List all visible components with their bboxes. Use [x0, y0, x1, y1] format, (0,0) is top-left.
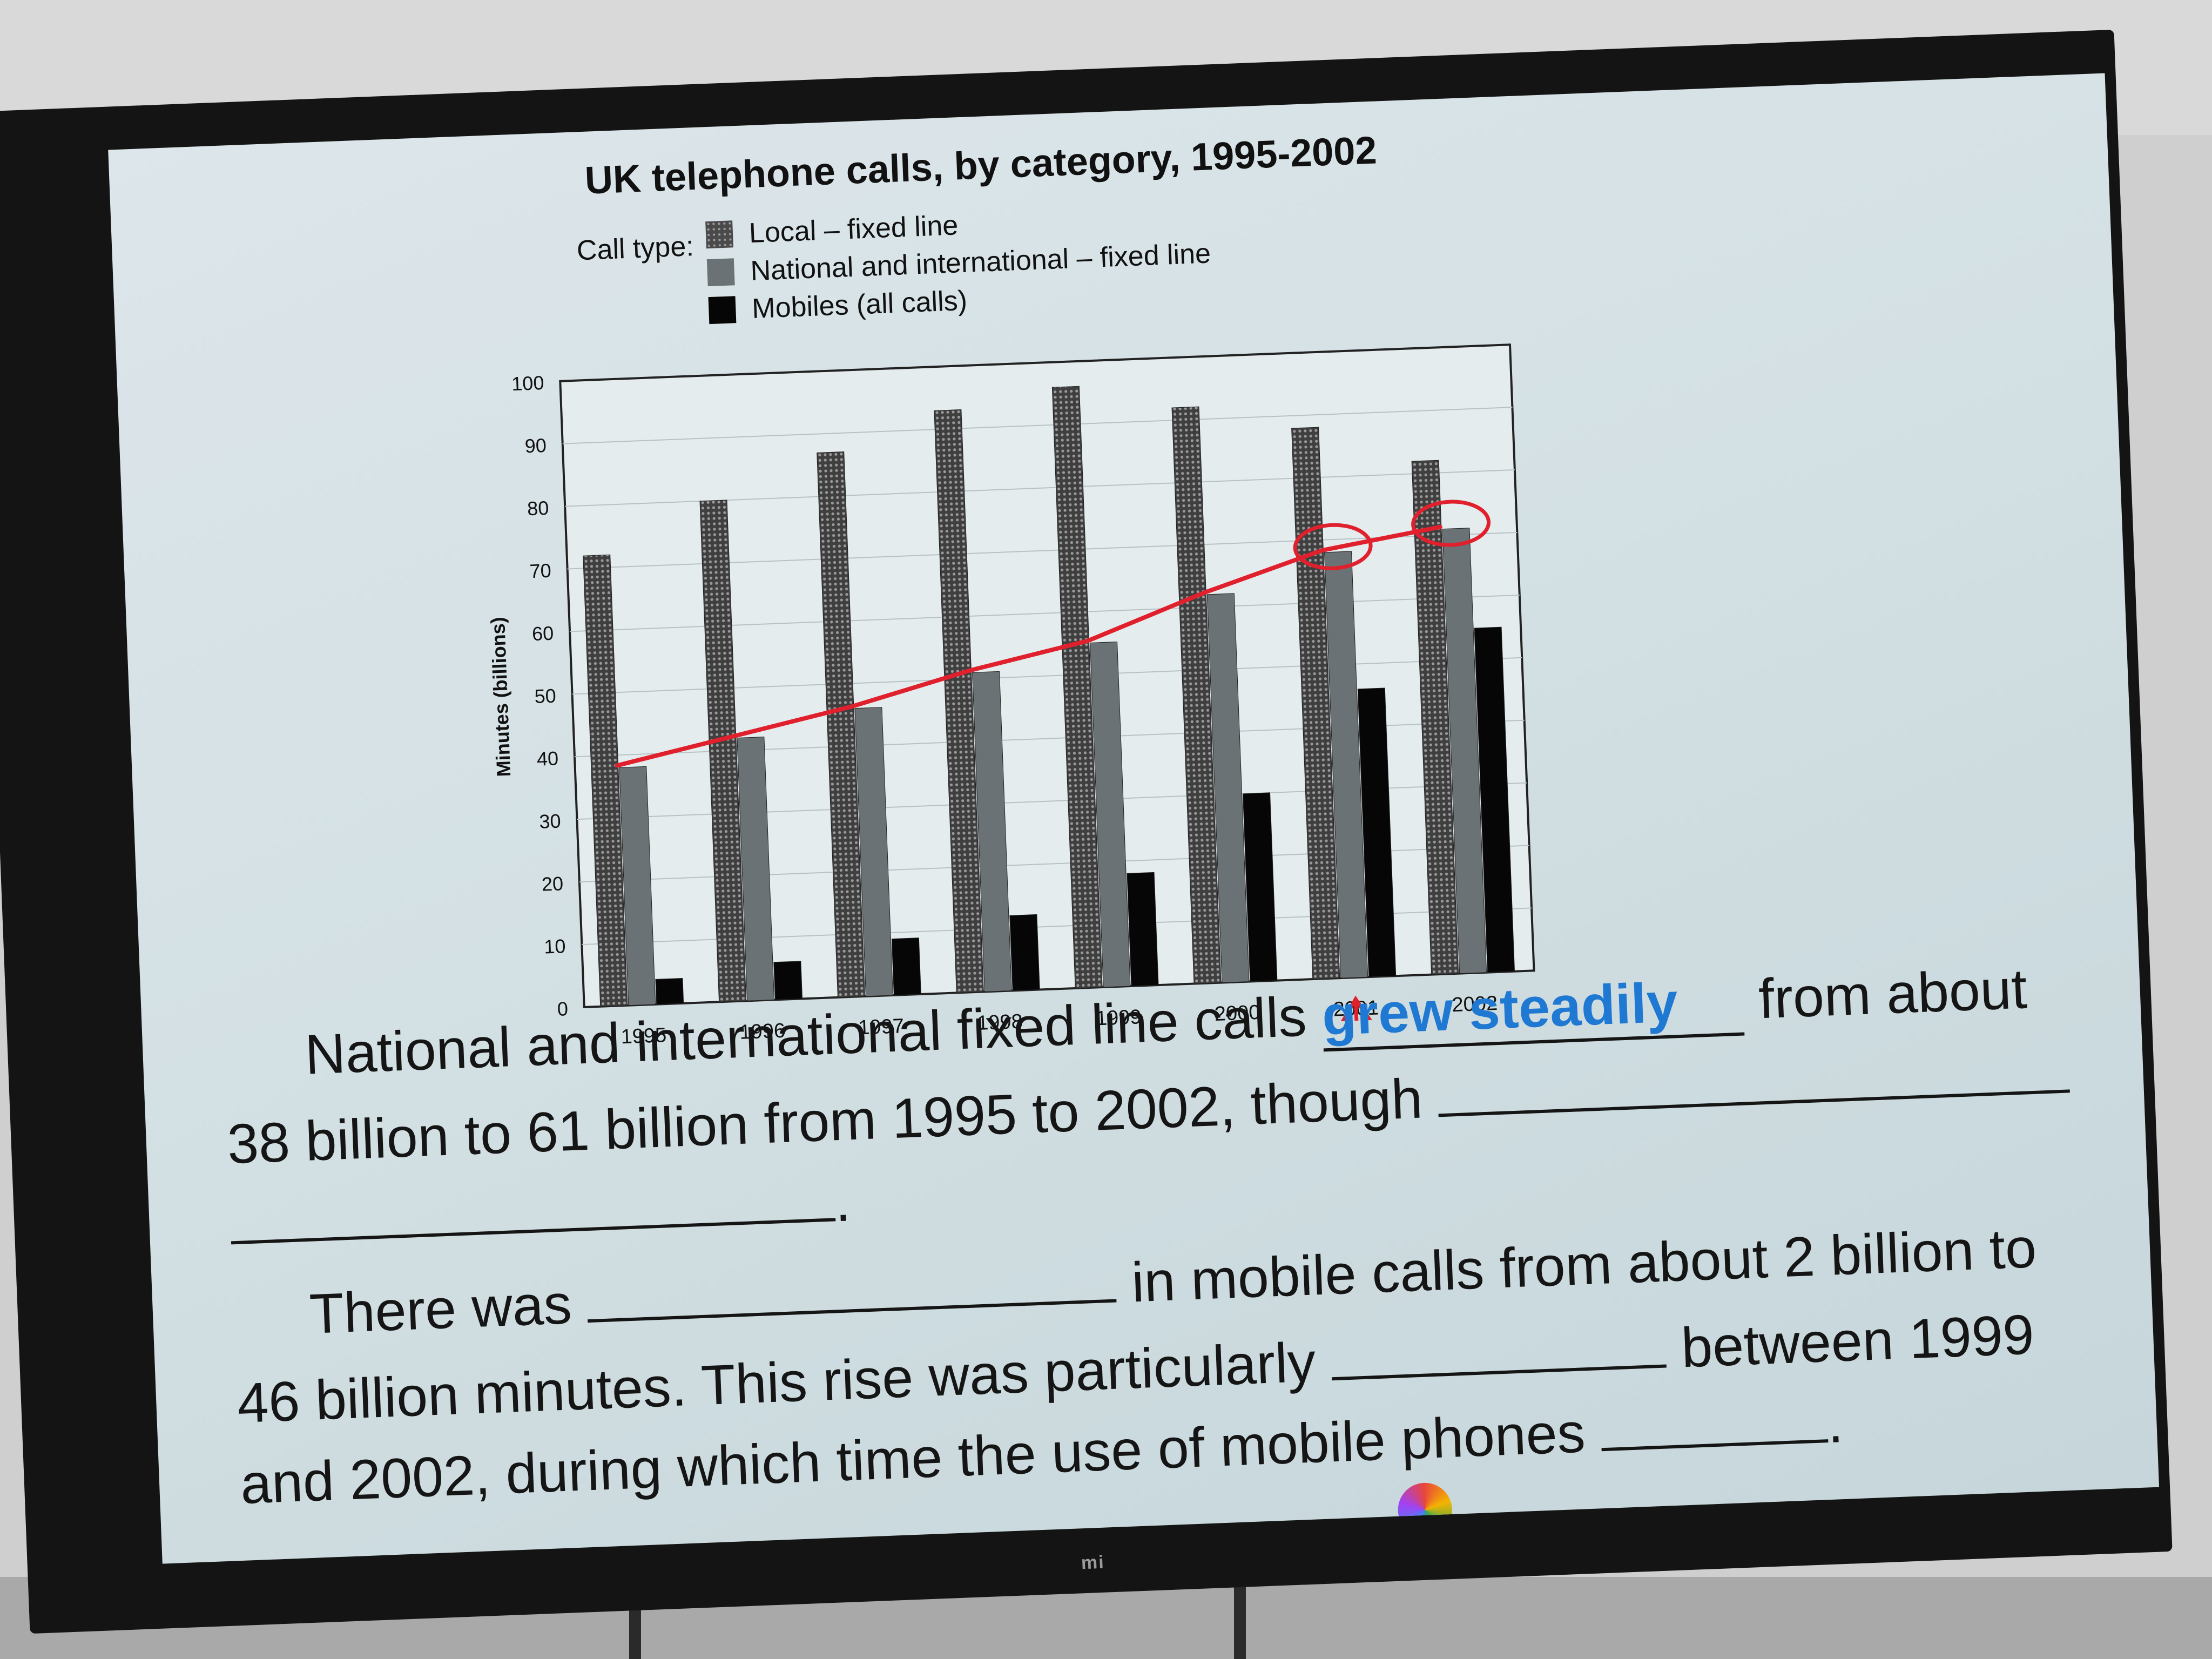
blank-1-answer: grew steadily: [1320, 971, 1679, 1048]
bar-mobiles: [1357, 687, 1397, 977]
bar-local-fixed-line: [1171, 406, 1222, 984]
bar-national-international-fixed-line: [1090, 642, 1131, 988]
loading-cursor-icon: [1397, 1481, 1453, 1538]
annotation-circle: [1293, 523, 1373, 570]
blank-5[interactable]: [1601, 1434, 1829, 1452]
bar-chart: 0 10 20 30 40 50 60 70 80 90 100 1995 1996 1997 1998 1…: [487, 343, 1535, 1068]
y-tick-label: 60: [531, 622, 554, 645]
slide-screen: UK telephone calls, by category, 1995-20…: [108, 73, 2160, 1564]
bar-national-international-fixed-line: [1324, 551, 1368, 979]
y-axis-label: Minutes (billions): [487, 617, 515, 777]
sentence-3-period: .: [833, 1170, 852, 1234]
y-tick-label: 0: [557, 997, 569, 1020]
bar-mobiles: [773, 961, 803, 1000]
bar-national-international-fixed-line: [854, 707, 893, 997]
blank-4[interactable]: [1331, 1359, 1667, 1381]
blank-3[interactable]: [588, 1293, 1117, 1323]
bar-mobiles: [1243, 792, 1278, 982]
bar-national-international-fixed-line: [1442, 528, 1487, 974]
bar-national-international-fixed-line: [737, 737, 775, 1001]
y-tick-label: 40: [536, 747, 559, 770]
sentence-6-end: .: [1826, 1392, 1844, 1455]
y-tick-label: 80: [527, 497, 549, 520]
bar-mobiles: [655, 977, 684, 1005]
sentence-line-3: .: [230, 1170, 852, 1258]
y-tick-label: 10: [544, 935, 567, 958]
sentence-4-start: There was: [308, 1273, 573, 1346]
bar-national-international-fixed-line: [972, 671, 1012, 992]
y-tick-label: 50: [534, 685, 557, 708]
bar-local-fixed-line: [583, 554, 628, 1007]
blank-2-continued[interactable]: [231, 1212, 836, 1245]
tv-frame: UK telephone calls, by category, 1995-20…: [0, 29, 2173, 1634]
tv-brand-logo: mi: [1081, 1552, 1105, 1574]
x-tick-label: 1995: [621, 1024, 667, 1048]
x-tick-label: 1999: [1095, 1006, 1142, 1030]
blank-2[interactable]: [1438, 1084, 2071, 1117]
bar-mobiles: [1127, 872, 1159, 987]
sentence-4-end: in mobile calls from about 2 billion to: [1130, 1217, 2038, 1314]
y-tick-label: 20: [541, 872, 564, 895]
x-tick-label: 1997: [858, 1015, 905, 1039]
y-tick-label: 100: [511, 372, 545, 395]
sentence-5-end: between 1999: [1680, 1303, 2035, 1380]
x-tick-label: 2000: [1214, 1001, 1260, 1026]
x-tick-label: 2002: [1452, 992, 1498, 1016]
gridline: [562, 407, 1513, 444]
bar-national-international-fixed-line: [619, 766, 656, 1006]
bar-mobiles: [891, 938, 921, 996]
x-tick-label: 1996: [739, 1020, 786, 1044]
bar-local-fixed-line: [1291, 427, 1340, 980]
bar-national-international-fixed-line: [1206, 593, 1250, 983]
x-tick-label: 1998: [976, 1010, 1023, 1035]
y-tick-label: 90: [524, 434, 547, 457]
bar-local-fixed-line: [1051, 386, 1103, 989]
tv-stand-right: [1234, 1577, 1246, 1659]
bar-local-fixed-line: [699, 500, 747, 1002]
y-tick-label: 70: [529, 559, 552, 583]
bar-local-fixed-line: [934, 409, 984, 993]
annotation-circle: [1411, 500, 1491, 547]
sentence-1-end: from about: [1757, 957, 2028, 1031]
annotation-trend-line: [615, 524, 1442, 768]
y-tick-label: 30: [539, 810, 562, 833]
bar-local-fixed-line: [1411, 460, 1459, 975]
bar-mobiles: [1009, 914, 1040, 991]
bar-mobiles: [1474, 626, 1515, 973]
bar-local-fixed-line: [817, 451, 865, 998]
